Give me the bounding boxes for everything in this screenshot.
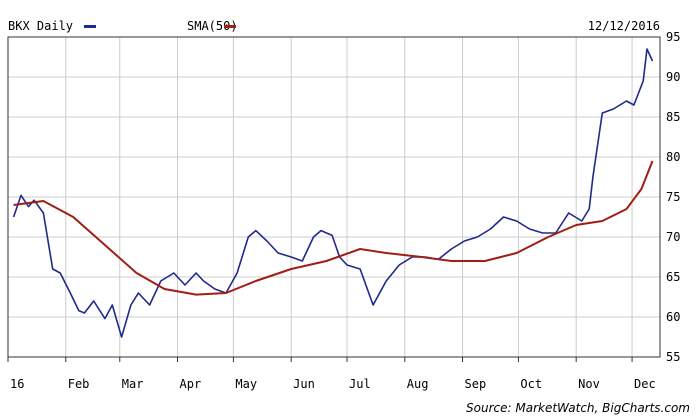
x-tick-label: Feb [68, 377, 90, 391]
plot-frame [7, 36, 661, 358]
grid [8, 36, 660, 358]
x-tick-label: Dec [634, 377, 656, 391]
legend-swatch-sma [224, 25, 236, 28]
x-tick-label: Jul [349, 377, 371, 391]
y-tick-label: 80 [666, 150, 680, 164]
legend-label-sma: SMA(50) [187, 19, 238, 33]
x-tick-label: May [235, 377, 257, 391]
y-tick-label: 85 [666, 110, 680, 124]
x-tick-label: Nov [578, 377, 600, 391]
x-tick-label: Mar [122, 377, 144, 391]
series-line-bkx-daily [12, 48, 654, 338]
chart-date: 12/12/2016 [588, 19, 660, 33]
series-line-sma-50 [13, 160, 654, 296]
y-tick-label: 65 [666, 270, 680, 284]
series-layer [12, 48, 654, 338]
y-tick-label: 90 [666, 70, 680, 84]
legend-label-bkx: BKX Daily [8, 19, 73, 33]
y-axis-ticks: 55 60 65 70 75 80 85 90 95 [666, 30, 680, 364]
legend-swatch-bkx [84, 25, 96, 28]
x-tick-label: Sep [465, 377, 487, 391]
y-tick-label: 70 [666, 230, 680, 244]
y-tick-label: 75 [666, 190, 680, 204]
x-tick-label: Apr [180, 377, 202, 391]
source-note: Source: MarketWatch, BigCharts.com [466, 401, 690, 415]
x-tick-label: 16 [10, 377, 24, 391]
y-tick-label: 55 [666, 350, 680, 364]
y-tick-label: 95 [666, 30, 680, 44]
x-tick-label: Oct [520, 377, 542, 391]
x-tick-label: Jun [293, 377, 315, 391]
x-axis-ticks: 16 Feb Mar Apr May Jun Jul Aug Sep Oct Nov Dec [7, 357, 656, 391]
x-tick-label: Aug [407, 377, 429, 391]
y-tick-label: 60 [666, 310, 680, 324]
